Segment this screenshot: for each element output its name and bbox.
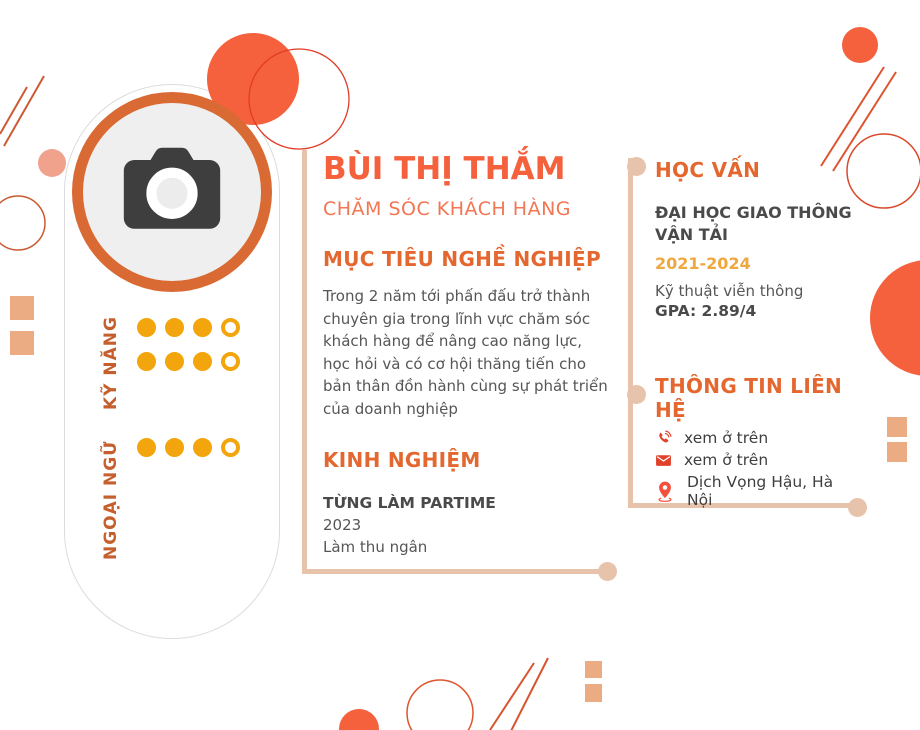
- candidate-name: BÙI THỊ THẮM: [323, 151, 566, 187]
- square-decoration: [887, 442, 907, 462]
- education-period: 2021-2024: [655, 254, 751, 274]
- contact-heading: THÔNG TIN LIÊN HỆ: [655, 374, 843, 423]
- rating-dot-empty: [221, 352, 240, 371]
- diagonal-line-decoration: [820, 66, 885, 167]
- contact-row-email: xem ở trên: [655, 451, 857, 469]
- education-heading: HỌC VẤN: [655, 158, 761, 182]
- square-decoration: [585, 661, 602, 678]
- circle-decoration: [870, 260, 920, 376]
- contact-row-phone: xem ở trên: [655, 429, 857, 447]
- line-end-dot: [848, 498, 867, 517]
- education-gpa: GPA: 2.89/4: [655, 302, 757, 321]
- square-decoration: [10, 331, 34, 355]
- objective-heading: MỤC TIÊU NGHỀ NGHIỆP: [323, 247, 601, 272]
- line-start-dot: [627, 157, 646, 176]
- rating-dot-filled: [137, 352, 156, 371]
- rating-dot-empty: [221, 438, 240, 457]
- skills-section-label: KỸ NĂNG: [101, 316, 121, 410]
- contact-row-location: Dịch Vọng Hậu, Hà Nội: [655, 473, 857, 509]
- location-icon: [655, 480, 675, 503]
- candidate-job-title: CHĂM SÓC KHÁCH HÀNG: [323, 198, 572, 221]
- rating-dot-filled: [165, 318, 184, 337]
- experience-item-period: 2023: [323, 516, 362, 535]
- square-decoration: [585, 684, 602, 702]
- rating-dot-filled: [193, 438, 212, 457]
- rating-dot-filled: [137, 438, 156, 457]
- education-major: Kỹ thuật viễn thông: [655, 282, 804, 301]
- line-end-dot: [598, 562, 617, 581]
- diagonal-line-decoration: [510, 657, 549, 730]
- contact-email-text: xem ở trên: [684, 451, 769, 470]
- contact-location-text: Dịch Vọng Hậu, Hà Nội: [687, 473, 834, 510]
- education-school: ĐẠI HỌC GIAO THÔNG VẬN TẢI: [655, 203, 852, 244]
- rating-dot-filled: [165, 438, 184, 457]
- rating-dot-filled: [193, 318, 212, 337]
- languages-section-label: NGOẠI NGỮ: [101, 440, 121, 560]
- profile-photo-placeholder: [72, 92, 272, 292]
- mail-icon: [655, 452, 672, 469]
- diagonal-line-decoration: [489, 662, 535, 730]
- ring-decoration: [0, 195, 46, 251]
- main-column: BÙI THỊ THẮM CHĂM SÓC KHÁCH HÀNG MỤC TIÊ…: [302, 150, 608, 574]
- experience-item-description: Làm thu ngân: [323, 538, 428, 557]
- language-rating-row: [137, 438, 240, 457]
- rating-dot-filled: [137, 318, 156, 337]
- ring-decoration: [248, 48, 350, 150]
- contact-phone-text: xem ở trên: [684, 429, 769, 448]
- skill-rating-row: [137, 318, 240, 337]
- rating-dot-filled: [165, 352, 184, 371]
- line-mid-dot: [627, 385, 646, 404]
- circle-decoration: [339, 709, 379, 730]
- objective-text: Trong 2 năm tới phấn đấu trở thành chuyê…: [323, 287, 608, 418]
- contact-list: xem ở trên xem ở trên: [655, 429, 857, 509]
- diagonal-line-decoration: [3, 75, 45, 147]
- ring-decoration: [846, 133, 920, 209]
- square-decoration: [10, 296, 34, 320]
- experience-item-title: TỪNG LÀM PARTIME: [323, 494, 496, 513]
- ring-decoration: [406, 679, 474, 730]
- circle-decoration: [842, 27, 878, 63]
- camera-icon: [123, 147, 221, 229]
- skill-rating-row: [137, 352, 240, 371]
- rating-dot-empty: [221, 318, 240, 337]
- diagonal-line-decoration: [0, 86, 28, 135]
- phone-icon: [655, 430, 672, 447]
- diagonal-line-decoration: [832, 71, 897, 172]
- rating-dot-filled: [193, 352, 212, 371]
- experience-heading: KINH NGHIỆM: [323, 448, 481, 473]
- right-column: HỌC VẤN ĐẠI HỌC GIAO THÔNG VẬN TẢI 2021-…: [628, 158, 857, 509]
- square-decoration: [887, 417, 907, 437]
- circle-decoration: [38, 149, 66, 177]
